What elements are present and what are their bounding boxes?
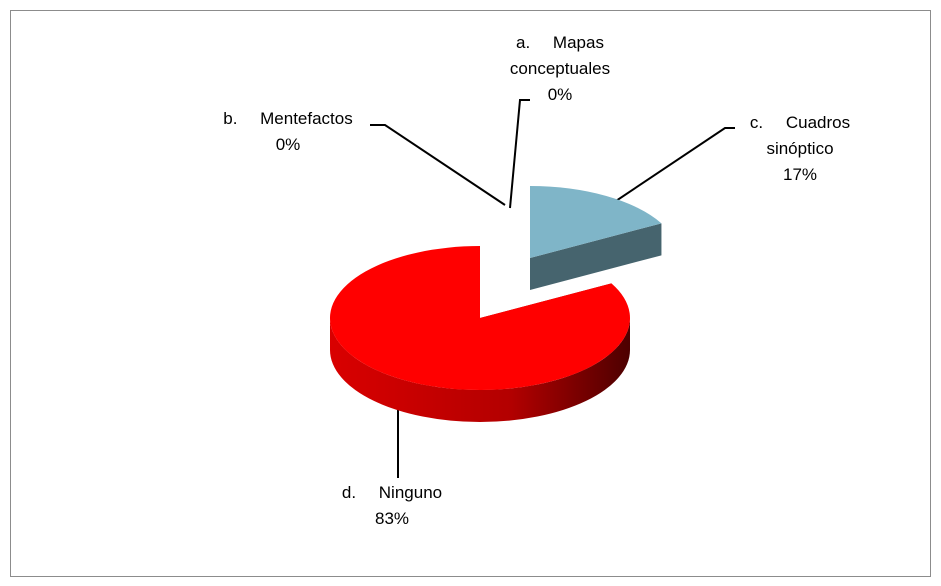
leader-line: [509, 99, 530, 209]
leader-line: [594, 127, 735, 216]
pie-slice: [530, 186, 662, 258]
data-label: c. Cuadros sinóptico 17%: [720, 110, 880, 188]
pie-slice-side: [330, 318, 630, 422]
category-label: b. Mentefactos: [223, 109, 353, 128]
data-label: b. Mentefactos 0%: [188, 106, 388, 158]
value-label: 17%: [782, 165, 818, 184]
data-label: d. Ninguno 83%: [317, 480, 467, 532]
pie-slice-wall: [530, 223, 662, 290]
pie-slice: [330, 246, 630, 390]
category-label: a. Mapas conceptuales: [509, 33, 611, 78]
category-label: d. Ninguno: [341, 483, 443, 502]
category-label: c. Cuadros sinóptico: [749, 113, 851, 158]
leader-line: [370, 124, 506, 206]
value-label: 0%: [275, 135, 301, 154]
data-label: a. Mapas conceptuales 0%: [480, 30, 640, 108]
value-label: 0%: [547, 85, 573, 104]
value-label: 83%: [374, 509, 410, 528]
